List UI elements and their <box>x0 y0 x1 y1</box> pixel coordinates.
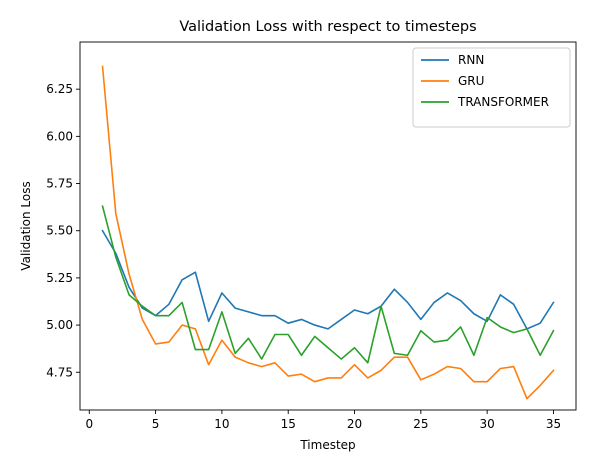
legend-label-rnn: RNN <box>458 53 484 67</box>
x-axis-label: Timestep <box>299 438 355 452</box>
x-tick-label: 15 <box>281 417 296 431</box>
x-tick-label: 0 <box>85 417 93 431</box>
y-tick-label: 6.00 <box>46 129 73 143</box>
y-tick-label: 5.00 <box>46 318 73 332</box>
series-line-gru <box>101 65 555 400</box>
x-tick-label: 35 <box>546 417 561 431</box>
series-line-rnn <box>101 229 555 330</box>
x-tick-label: 30 <box>480 417 495 431</box>
y-tick-label: 4.75 <box>46 365 73 379</box>
x-tick-label: 10 <box>214 417 229 431</box>
chart-title: Validation Loss with respect to timestep… <box>179 19 476 35</box>
x-tick-label: 20 <box>347 417 362 431</box>
y-tick-label: 6.25 <box>46 82 73 96</box>
legend-label-gru: GRU <box>458 74 484 88</box>
plot-area: 0 5 10 15 20 25 30 35 4.75 5.00 5.25 5.50 5.75 6.00 6.… <box>46 41 577 431</box>
x-tick-label: 25 <box>413 417 428 431</box>
y-tick-label: 5.50 <box>46 224 73 238</box>
x-tick-label: 5 <box>152 417 160 431</box>
y-tick-label: 5.75 <box>46 177 73 191</box>
legend-box <box>412 47 571 128</box>
axes-frame <box>79 41 577 411</box>
series-line-transformer <box>101 205 555 364</box>
legend-label-transformer: TRANSFORMER <box>457 95 549 109</box>
y-axis-label: Validation Loss <box>19 181 33 270</box>
y-tick-label: 5.25 <box>46 271 73 285</box>
legend: RNN GRU TRANSFORMER <box>412 47 571 128</box>
